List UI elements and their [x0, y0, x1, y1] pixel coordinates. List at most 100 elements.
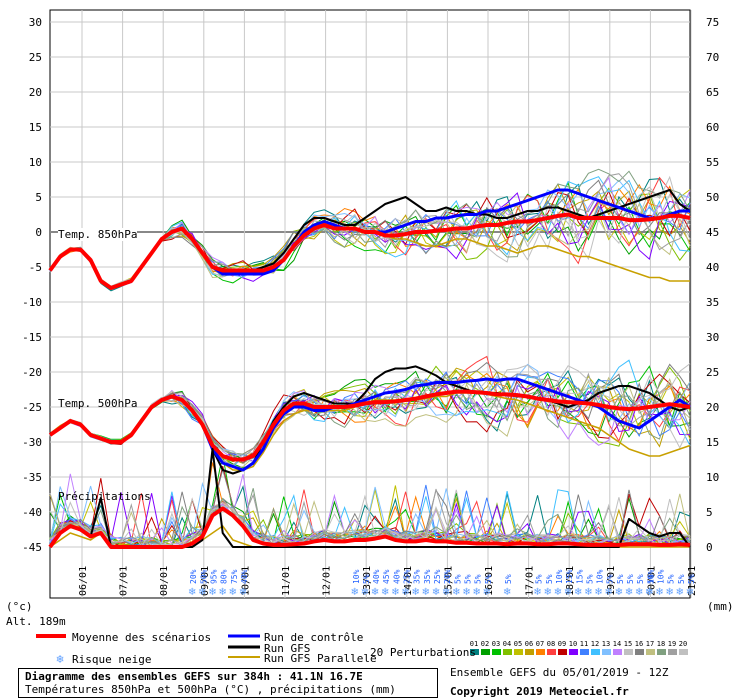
snow-risk-label: 35%	[413, 569, 422, 584]
snow-risk-label: 10%	[352, 569, 361, 584]
right-tick-label: 30	[706, 331, 719, 344]
snowflake-icon: ❄	[432, 587, 440, 598]
right-tick-label: 65	[706, 86, 719, 99]
t850-section-label: Temp. 850hPa	[58, 228, 138, 241]
snowflake-icon: ❄	[645, 587, 653, 598]
left-tick-label: -5	[29, 261, 42, 274]
left-axis-unit: (°c)	[6, 600, 33, 613]
perturbation-color-chip	[547, 649, 556, 655]
right-tick-label: 45	[706, 226, 719, 239]
snowflake-icon: ❄	[584, 587, 592, 598]
snowflake-icon: ❄	[442, 587, 450, 598]
snowflake-icon: ❄	[635, 587, 643, 598]
date-tick-label: 16/01	[484, 566, 495, 596]
snow-risk-label: 5%	[362, 574, 371, 584]
left-tick-label: -45	[22, 541, 42, 554]
perturbation-line-precip	[49, 497, 691, 547]
date-tick-label: 13/01	[362, 566, 373, 596]
date-tick-label: 07/01	[119, 566, 130, 596]
snow-risk-label: 5%	[636, 574, 645, 584]
perturbation-number: 16	[635, 640, 643, 648]
left-tick-label: -35	[22, 471, 42, 484]
snow-risk-label: 25%	[433, 569, 442, 584]
date-tick-label: 17/01	[525, 566, 536, 596]
perturbation-color-chip	[569, 649, 578, 655]
perturbation-color-chip	[613, 649, 622, 655]
legend-gfs-parallel-label: Run GFS Parallele	[264, 652, 377, 665]
snow-risk-label: 10%	[596, 569, 605, 584]
snowflake-icon: ❄	[198, 587, 206, 598]
perturbation-color-chip	[481, 649, 490, 655]
perturbation-color-chip	[558, 649, 567, 655]
snow-risk-label: 5%	[616, 574, 625, 584]
perturbation-color-chip	[602, 649, 611, 655]
perturbation-color-chip	[525, 649, 534, 655]
snowflake-icon: ❄	[655, 587, 663, 598]
snow-risk-label: 25%	[403, 569, 412, 584]
snowflake-icon: ❄	[219, 587, 227, 598]
date-tick-label: 18/01	[565, 566, 576, 596]
perturbation-number: 04	[503, 640, 511, 648]
snowflake-icon: ❄	[554, 587, 562, 598]
snowflake-icon: ❄	[472, 587, 480, 598]
right-tick-label: 40	[706, 261, 719, 274]
snowflake-icon: ❄	[594, 587, 602, 598]
chart-subtitle: Températures 850hPa et 500hPa (°C) , pré…	[25, 683, 396, 696]
snowflake-icon: ❄	[401, 587, 409, 598]
snow-risk-label: 20%	[189, 569, 198, 584]
perturbation-color-chip	[646, 649, 655, 655]
date-tick-label: 21/01	[687, 566, 698, 596]
snowflake-icon: ❄	[208, 587, 216, 598]
right-tick-label: 25	[706, 366, 719, 379]
snowflake-icon: ❄	[229, 587, 237, 598]
perturbation-color-chip	[503, 649, 512, 655]
snow-risk-label: 10%	[555, 569, 564, 584]
snowflake-icon: ❄	[381, 587, 389, 598]
perturbation-color-chip	[591, 649, 600, 655]
legend-mean-label: Moyenne des scénarios	[72, 631, 212, 644]
snowflake-icon: ❄	[422, 587, 430, 598]
snow-risk-label: 40%	[240, 569, 249, 584]
perturbation-color-chip	[514, 649, 523, 655]
snowflake-icon: ❄	[574, 587, 582, 598]
left-tick-label: 10	[29, 156, 42, 169]
precip-section-label: Précipitations	[58, 490, 151, 503]
right-tick-label: 0	[706, 541, 713, 554]
perturbation-number: 18	[657, 640, 665, 648]
snow-risk-label: 5%	[667, 574, 676, 584]
right-tick-label: 75	[706, 16, 719, 29]
date-tick-label: 19/01	[606, 566, 617, 596]
snowflake-icon: ❄	[645, 587, 653, 598]
perturbation-number: 20	[679, 640, 687, 648]
perturbation-number: 03	[492, 640, 500, 648]
snowflake-icon: ❄	[605, 587, 613, 598]
snowflake-icon: ❄	[686, 587, 694, 598]
right-tick-label: 70	[706, 51, 719, 64]
legend-snow-label: Risque neige	[72, 653, 152, 666]
perturbation-number: 17	[646, 640, 654, 648]
snow-risk-label: 20%	[443, 569, 452, 584]
left-tick-label: 5	[35, 191, 42, 204]
snow-risk-label: 75%	[230, 569, 239, 584]
date-tick-label: 11/01	[281, 566, 292, 596]
perturbation-color-chip	[470, 649, 479, 655]
perturbation-color-chip	[657, 649, 666, 655]
snowflake-icon: ❄	[462, 587, 470, 598]
snowflake-icon: ❄	[351, 587, 359, 598]
perturbation-number: 10	[569, 640, 577, 648]
snow-risk-label: 40%	[392, 569, 401, 584]
series-line-t850	[48, 212, 691, 290]
perturbation-color-chip	[624, 649, 633, 655]
snowflake-icon: ❄	[361, 587, 369, 598]
snowflake-icon: ❄	[676, 587, 684, 598]
snow-risk-label: 50%	[199, 569, 208, 584]
right-tick-label: 5	[706, 506, 713, 519]
snow-risk-label: 5%	[474, 574, 483, 584]
snow-risk-label: 5%	[453, 574, 462, 584]
right-tick-label: 20	[706, 401, 719, 414]
snow-risk-label: 5%	[606, 574, 615, 584]
perturbation-color-chip	[580, 649, 589, 655]
snow-risk-label: 5%	[646, 574, 655, 584]
chart-title-box: Diagramme des ensembles GEFS sur 384h : …	[18, 668, 438, 698]
